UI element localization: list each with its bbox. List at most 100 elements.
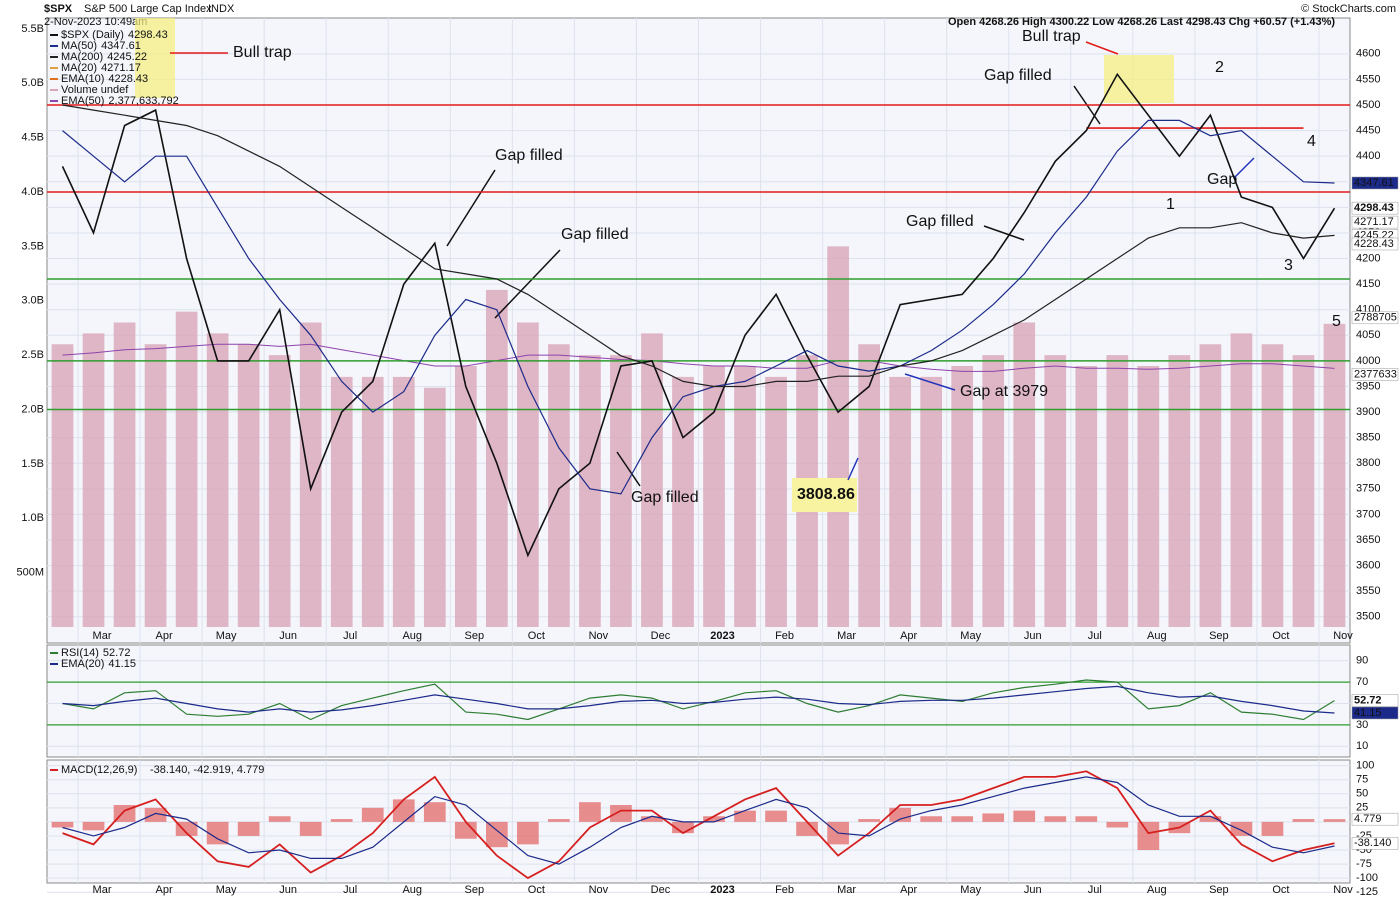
y-tick-label: 25 <box>1356 802 1368 814</box>
x-tick-label: Aug <box>1147 884 1167 896</box>
volume-bar <box>268 355 291 627</box>
volume-bar <box>1199 344 1222 627</box>
x-tick-label: Jun <box>1024 630 1042 642</box>
histogram-bar <box>361 807 384 822</box>
x-tick-label: Apr <box>156 884 173 896</box>
legend-value: -38.140, -42.919, 4.779 <box>150 764 264 776</box>
legend-name: Volume undef <box>61 84 129 96</box>
volume-tick-label: 1.0B <box>21 512 44 524</box>
volume-bar <box>423 387 446 627</box>
wave-label: 3 <box>1284 257 1293 274</box>
volume-tick-label: 5.5B <box>21 23 44 35</box>
histogram-bar <box>1075 816 1098 822</box>
volume-bar <box>1261 344 1284 627</box>
line <box>62 770 1335 880</box>
legend-name: EMA(10) <box>61 73 104 85</box>
value-tag-bg <box>1351 368 1399 381</box>
histogram-bar <box>330 819 353 822</box>
x-tick-label: Oct <box>1272 630 1289 642</box>
annotation: Gap filled <box>495 147 563 164</box>
annotation: Gap <box>1207 171 1237 188</box>
legend-name: RSI(14) <box>61 647 99 659</box>
annotation: 3808.86 <box>797 486 855 503</box>
histogram-bar <box>82 821 105 831</box>
histogram-bar <box>548 819 570 822</box>
legend-entry: MA(50) 4347.61 <box>61 40 141 52</box>
histogram-bar <box>1137 821 1160 850</box>
wave-label: 5 <box>1332 313 1341 330</box>
value-tag-bg <box>1351 237 1399 251</box>
value-tag: 4271.17 <box>1354 216 1394 228</box>
x-tick-label: 2023 <box>710 630 734 642</box>
y-tick-label: 3800 <box>1356 457 1380 469</box>
histogram-bar <box>1013 810 1036 822</box>
highlight <box>1104 55 1174 103</box>
legend-entry: RSI(14) 52.72 <box>61 647 130 659</box>
volume-bar <box>517 322 539 627</box>
value-tag-bg <box>1351 311 1399 325</box>
x-tick-label: Jul <box>1088 884 1102 896</box>
histogram-bar <box>641 816 663 822</box>
y-tick-label: 3500 <box>1356 611 1380 623</box>
histogram-bar <box>454 821 477 839</box>
y-tick-label: 3900 <box>1356 406 1380 418</box>
volume-bar <box>1168 355 1191 627</box>
wave-label: 1 <box>1166 196 1175 213</box>
legend-value: 41.15 <box>108 658 136 670</box>
highlight <box>135 18 175 98</box>
histogram-bar <box>517 821 539 845</box>
volume-bar <box>703 366 725 627</box>
line <box>62 119 1335 495</box>
histogram-bar <box>1106 821 1129 828</box>
exchange: INDX <box>208 3 235 15</box>
symbol: $SPX <box>44 3 73 15</box>
y-tick-label: 3850 <box>1356 432 1380 444</box>
volume-bar <box>641 333 663 627</box>
x-tick-label: Jun <box>1024 884 1042 896</box>
value-tag: 4298.43 <box>1354 202 1394 214</box>
x-tick-label: May <box>216 884 237 896</box>
timestamp: 2-Nov-2023 10:49am <box>44 16 147 28</box>
volume-tick-label: 500M <box>16 567 44 579</box>
volume-bar <box>672 376 694 627</box>
annotation: Bull trap <box>1022 28 1081 45</box>
y-tick-label: 4500 <box>1356 99 1380 111</box>
x-tick-label: Mar <box>93 630 112 642</box>
y-tick-label: 3950 <box>1356 380 1380 392</box>
volume-bar <box>610 355 632 627</box>
highlight <box>792 478 857 512</box>
histogram-bar <box>392 799 415 822</box>
back-layer <box>47 18 1350 893</box>
y-tick-label: 4550 <box>1356 73 1380 85</box>
volume-bar <box>765 376 787 627</box>
volume-bar <box>144 344 167 627</box>
y-tick-label: 30 <box>1356 719 1368 731</box>
volume-bar <box>548 344 570 627</box>
histogram-bar <box>982 813 1005 822</box>
histogram-bar <box>1292 819 1315 822</box>
value-tag: 4347.61 <box>1354 177 1394 189</box>
histogram-bar <box>1044 816 1067 822</box>
x-tick-label: Jun <box>279 630 297 642</box>
value-tag: 2788705 <box>1354 312 1397 324</box>
legend-name: MACD(12,26,9) <box>61 764 137 776</box>
legend-name: MA(50) <box>61 40 97 52</box>
legend-entry: EMA(50) 2,377,633,792 <box>61 95 179 107</box>
volume-bar <box>113 322 136 627</box>
volume-bar <box>1323 323 1346 627</box>
histogram-bar <box>1323 819 1346 822</box>
histogram-bar <box>206 821 229 845</box>
x-tick-label: Mar <box>837 884 856 896</box>
line <box>62 776 1335 865</box>
value-tag-bg <box>1351 812 1399 826</box>
volume-bar <box>827 246 849 627</box>
y-tick-label: 4450 <box>1356 124 1380 136</box>
histogram-bar <box>175 821 198 836</box>
volume-tick-label: 5.0B <box>21 77 44 89</box>
legend-entry: MA(20) 4271.17 <box>61 62 141 74</box>
y-tick-label: 4600 <box>1356 48 1380 60</box>
histogram-bar <box>144 807 167 822</box>
histogram-bar <box>920 816 943 822</box>
histogram-bar <box>765 810 787 822</box>
